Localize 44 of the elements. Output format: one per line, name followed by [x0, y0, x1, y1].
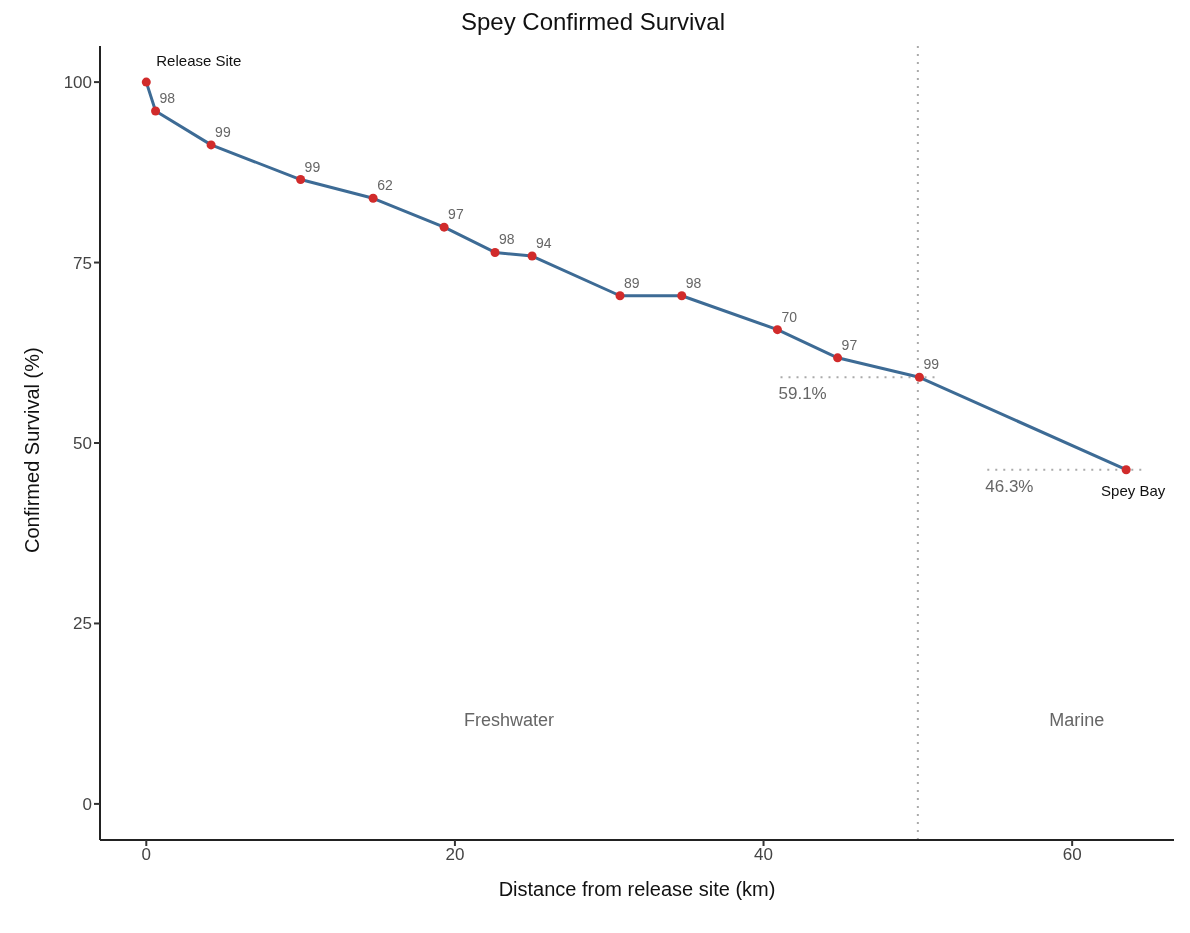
annotation: 62	[377, 177, 393, 194]
annotation: 97	[448, 206, 464, 223]
annotation: 97	[841, 336, 858, 353]
x-tick-label: 20	[445, 845, 465, 865]
y-tick-label: 50	[73, 434, 92, 454]
annotation: Marine	[1049, 709, 1105, 730]
point	[615, 291, 625, 301]
point	[439, 222, 449, 232]
point	[296, 175, 306, 185]
annotation: 70	[781, 308, 798, 325]
point	[677, 291, 687, 301]
ref-line-label: 59.1%	[778, 384, 827, 404]
annotation: 89	[624, 274, 640, 291]
annotation: Freshwater	[463, 709, 554, 730]
y-tick-label: 100	[63, 73, 92, 93]
x-tick-label: 0	[141, 845, 152, 865]
annotation: 98	[159, 89, 176, 106]
point	[772, 325, 782, 335]
annotation: Spey Bay	[1101, 481, 1166, 499]
annotation: 94	[536, 235, 552, 252]
annotation: Release Site	[156, 52, 242, 70]
annotation: 98	[685, 274, 702, 291]
annotation: 99	[304, 158, 321, 175]
x-axis-title: Distance from release site (km)	[498, 878, 776, 900]
point	[151, 106, 161, 116]
annotation: 99	[215, 123, 231, 140]
annotation: 99	[923, 356, 940, 373]
point	[490, 247, 500, 257]
chart-title: Spey Confirmed Survival	[459, 8, 727, 36]
point	[914, 372, 924, 382]
point	[1121, 465, 1131, 475]
point	[141, 77, 151, 87]
point	[833, 353, 843, 363]
y-axis-title: Confirmed Survival (%)	[21, 347, 44, 553]
point	[527, 251, 537, 261]
y-tick-label: 75	[73, 253, 92, 273]
y-tick-label: 25	[73, 614, 92, 634]
y-tick-label: 0	[82, 794, 92, 814]
point	[206, 140, 216, 150]
x-tick-label: 60	[1062, 845, 1082, 865]
x-tick-label: 40	[754, 845, 773, 865]
point	[368, 193, 378, 203]
annotation: 98	[499, 231, 515, 248]
ref-line-label: 46.3%	[985, 476, 1034, 496]
